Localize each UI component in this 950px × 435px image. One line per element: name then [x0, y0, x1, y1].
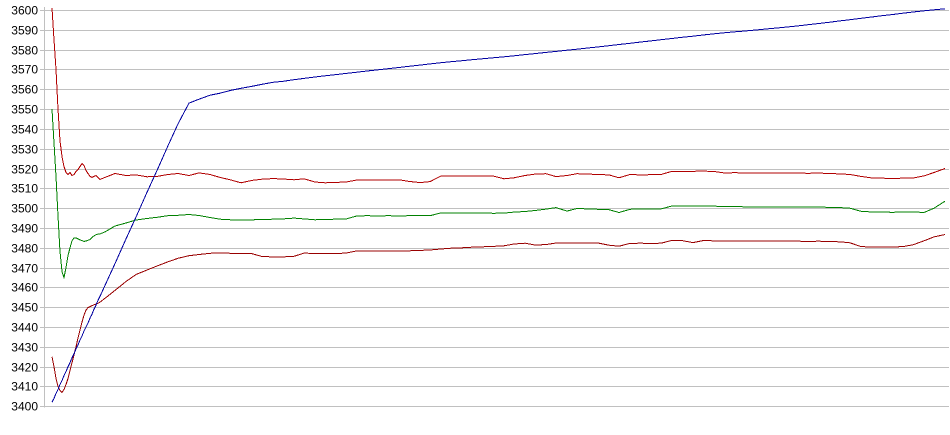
y-axis-tick-label: 3500 [11, 202, 38, 216]
series-green-line [51, 109, 946, 280]
y-axis-tick-label: 3600 [11, 4, 38, 18]
series-blue-line [51, 8, 946, 403]
y-axis-tick-label: 3520 [11, 163, 38, 177]
y-axis-tick-label: 3540 [11, 123, 38, 137]
y-axis-tick-label: 3480 [11, 242, 38, 256]
y-axis-tick-label: 3580 [11, 44, 38, 58]
y-axis-tick-label: 3450 [11, 301, 38, 315]
y-axis-tick-label: 3470 [11, 262, 38, 276]
y-axis-tick-label: 3510 [11, 182, 38, 196]
series-upper-red-line [51, 7, 946, 184]
y-axis-tick-label: 3430 [11, 341, 38, 355]
y-axis-tick-label: 3490 [11, 222, 38, 236]
y-axis-tick-label: 3570 [11, 63, 38, 77]
y-axis-tick-label: 3550 [11, 103, 38, 117]
y-axis-tick-label: 3400 [11, 400, 38, 414]
y-axis-tick-label: 3590 [11, 24, 38, 38]
y-axis-tick-label: 3530 [11, 143, 38, 157]
y-axis-tick-label: 3460 [11, 281, 38, 295]
y-axis-tick-label: 3440 [11, 321, 38, 335]
y-axis-tick-label: 3560 [11, 83, 38, 97]
y-axis-tick-label: 3420 [11, 361, 38, 375]
y-axis-tick-label: 3410 [11, 380, 38, 394]
series-lower-dark-red-line [51, 234, 946, 394]
